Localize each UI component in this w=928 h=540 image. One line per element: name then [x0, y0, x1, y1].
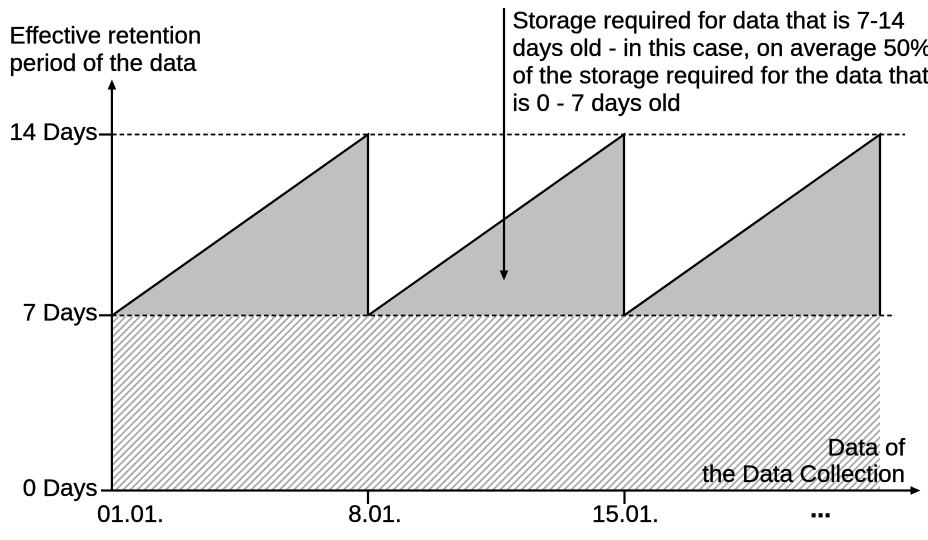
svg-text:8.01.: 8.01. — [348, 501, 401, 528]
svg-text:of the storage required for th: of the storage required for the data tha… — [513, 63, 928, 90]
svg-text:the Data Collection: the Data Collection — [702, 461, 905, 488]
svg-text:Data of: Data of — [828, 435, 906, 462]
svg-text:14 Days: 14 Days — [9, 119, 97, 146]
svg-text:days old - in this case, on av: days old - in this case, on average 50% — [513, 35, 928, 62]
svg-text:7 Days: 7 Days — [23, 300, 98, 327]
svg-text:is 0 - 7 days old: is 0 - 7 days old — [513, 90, 681, 117]
svg-text:15.01.: 15.01. — [592, 501, 659, 528]
svg-text:period of the data: period of the data — [10, 50, 197, 77]
svg-text:0 Days: 0 Days — [23, 475, 98, 502]
svg-text:01.01.: 01.01. — [97, 501, 164, 528]
svg-text:Storage required for data that: Storage required for data that is 7-14 — [513, 8, 905, 35]
svg-text:Effective retention: Effective retention — [10, 23, 202, 50]
